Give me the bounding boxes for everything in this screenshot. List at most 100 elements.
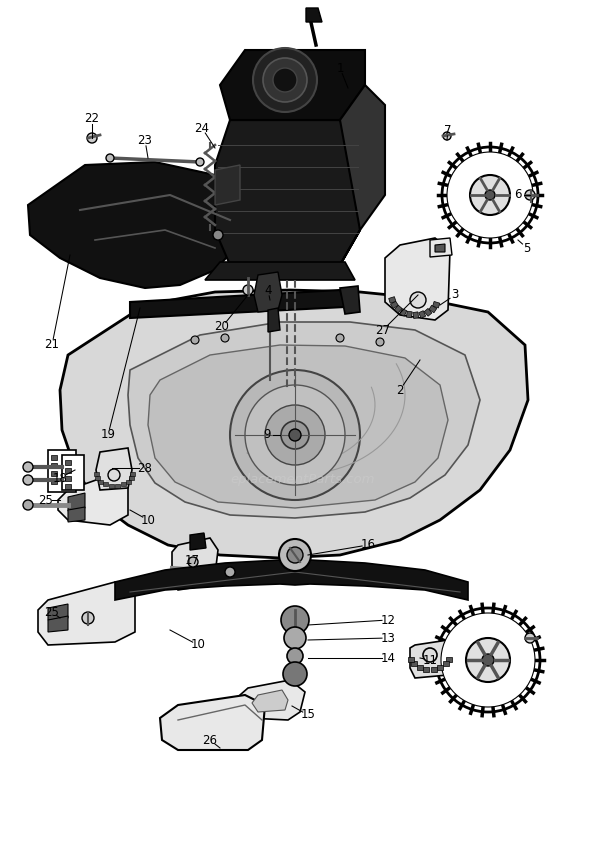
Text: 20: 20	[215, 320, 230, 333]
Circle shape	[447, 152, 533, 238]
Circle shape	[436, 608, 540, 712]
Bar	[417, 665, 423, 670]
Bar	[98, 480, 103, 484]
Circle shape	[376, 338, 384, 346]
Circle shape	[289, 429, 301, 441]
Text: 14: 14	[381, 651, 395, 664]
Circle shape	[273, 68, 297, 92]
Bar	[407, 311, 412, 318]
Polygon shape	[220, 50, 365, 120]
Polygon shape	[130, 290, 345, 318]
Bar	[115, 484, 120, 488]
Bar	[437, 665, 443, 670]
Bar	[103, 482, 108, 487]
Text: 17: 17	[185, 553, 199, 566]
Text: 7: 7	[444, 124, 452, 137]
Bar	[394, 305, 402, 313]
Text: 25: 25	[38, 494, 54, 507]
Text: 11: 11	[422, 654, 438, 667]
Circle shape	[23, 475, 33, 485]
Polygon shape	[96, 448, 132, 490]
Text: 12: 12	[381, 613, 395, 626]
Polygon shape	[128, 322, 480, 518]
Polygon shape	[51, 471, 57, 476]
Bar	[419, 311, 426, 318]
Text: 24: 24	[195, 121, 209, 134]
Bar	[413, 312, 419, 319]
Text: 1: 1	[336, 61, 344, 74]
Polygon shape	[58, 475, 128, 525]
Circle shape	[191, 336, 199, 344]
Polygon shape	[65, 476, 71, 481]
Text: 27: 27	[375, 324, 391, 337]
Circle shape	[284, 627, 306, 649]
Circle shape	[281, 606, 309, 634]
Bar	[431, 667, 437, 672]
Bar	[109, 484, 114, 488]
Circle shape	[485, 190, 495, 200]
Polygon shape	[65, 460, 71, 465]
Text: 26: 26	[202, 734, 218, 746]
Circle shape	[213, 230, 223, 240]
Polygon shape	[62, 455, 84, 490]
Polygon shape	[51, 479, 57, 484]
Circle shape	[263, 58, 307, 102]
Polygon shape	[51, 463, 57, 468]
Circle shape	[188, 557, 198, 567]
Circle shape	[221, 334, 229, 342]
Polygon shape	[215, 165, 240, 205]
Bar	[95, 476, 100, 480]
Text: 5: 5	[523, 242, 530, 255]
Circle shape	[441, 613, 535, 707]
Polygon shape	[60, 290, 528, 558]
Circle shape	[423, 648, 437, 662]
Circle shape	[287, 547, 303, 563]
Bar	[130, 472, 135, 476]
Circle shape	[466, 638, 510, 682]
Circle shape	[245, 385, 345, 485]
Bar	[411, 662, 417, 666]
Polygon shape	[28, 162, 240, 288]
Text: 4: 4	[264, 283, 272, 296]
Circle shape	[106, 154, 114, 162]
Text: 10: 10	[140, 514, 155, 527]
Polygon shape	[48, 604, 68, 620]
Circle shape	[281, 421, 309, 449]
Text: 18: 18	[53, 471, 67, 484]
Circle shape	[525, 190, 535, 200]
Polygon shape	[172, 538, 218, 590]
Bar	[424, 308, 432, 316]
Polygon shape	[430, 238, 452, 257]
Text: 28: 28	[137, 462, 152, 475]
Polygon shape	[306, 8, 322, 22]
Circle shape	[82, 612, 94, 624]
Text: 15: 15	[300, 708, 316, 721]
Polygon shape	[340, 286, 360, 314]
Polygon shape	[268, 308, 280, 332]
Polygon shape	[48, 616, 68, 632]
Polygon shape	[254, 272, 282, 312]
Bar	[126, 480, 131, 484]
Bar	[121, 482, 126, 487]
Bar	[389, 297, 396, 303]
Polygon shape	[252, 690, 288, 712]
Circle shape	[443, 132, 451, 140]
Polygon shape	[48, 450, 76, 492]
Bar	[446, 656, 452, 662]
Bar	[429, 305, 437, 313]
Text: 21: 21	[44, 339, 60, 352]
Circle shape	[283, 662, 307, 686]
Circle shape	[230, 370, 360, 500]
Circle shape	[108, 469, 120, 481]
Bar	[424, 667, 430, 672]
Circle shape	[23, 462, 33, 472]
Polygon shape	[215, 120, 360, 265]
Polygon shape	[148, 345, 448, 508]
Polygon shape	[38, 582, 135, 645]
Text: 3: 3	[451, 288, 458, 301]
Polygon shape	[435, 244, 445, 252]
Polygon shape	[410, 640, 452, 678]
Text: 10: 10	[191, 638, 205, 651]
Circle shape	[410, 292, 426, 308]
Polygon shape	[160, 695, 265, 750]
